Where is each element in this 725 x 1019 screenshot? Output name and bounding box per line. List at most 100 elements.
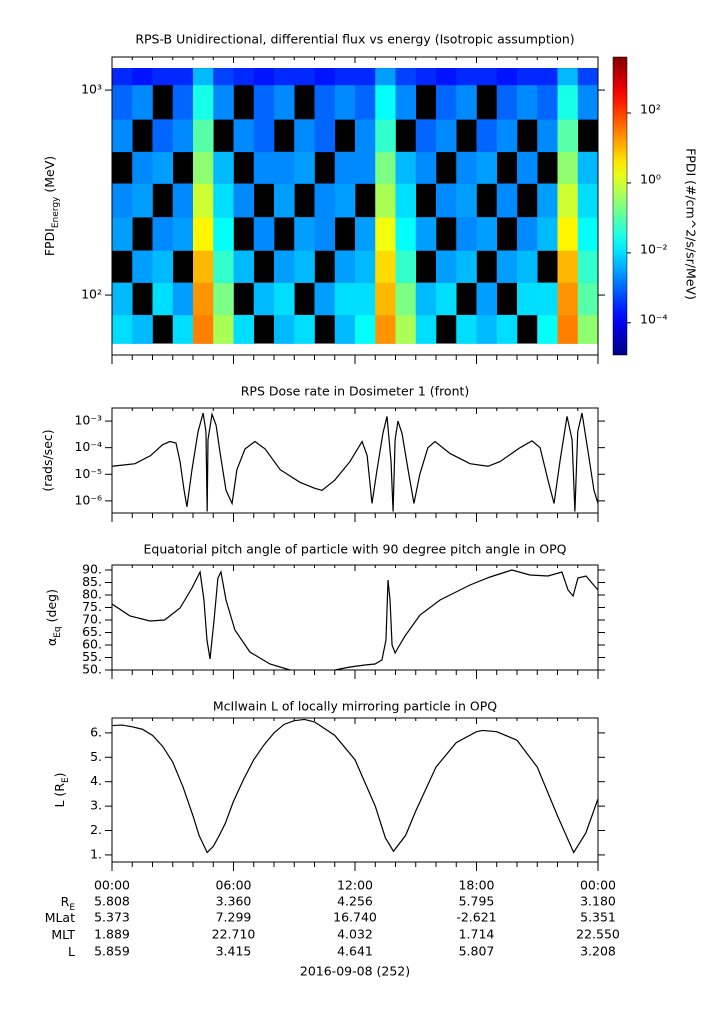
plot-area — [112, 411, 598, 512]
heatmap-cell — [355, 151, 376, 184]
heatmap-cell — [577, 250, 598, 283]
ephemeris-value: 5.351 — [580, 910, 616, 925]
y-axis-label: FPDIEnergy (MeV) — [42, 156, 61, 256]
heatmap-cell — [395, 84, 417, 120]
data-line — [112, 411, 598, 512]
heatmap-cell — [334, 282, 356, 316]
heatmap-cell — [517, 282, 538, 316]
heatmap-cell — [233, 250, 255, 283]
heatmap-cell — [517, 250, 538, 283]
heatmap-cell — [172, 183, 194, 218]
heatmap-cell — [112, 183, 133, 218]
heatmap-cell — [132, 84, 153, 120]
heatmap-cell — [334, 250, 356, 283]
colorbar — [612, 56, 628, 356]
ephemeris-value: 1.714 — [459, 927, 495, 942]
heatmap-cell — [476, 68, 498, 86]
heatmap-cell — [253, 119, 275, 153]
y-axis-label-sub: E — [61, 777, 71, 783]
heatmap-cell — [415, 151, 437, 184]
y-tick-label: 85. — [82, 574, 102, 589]
heatmap-cell — [314, 84, 336, 120]
heatmap-cell — [274, 314, 295, 344]
plot-area — [112, 718, 598, 854]
heatmap-cell — [152, 119, 174, 153]
heatmap-cell — [436, 282, 457, 316]
ephemeris-row-label-sub: E — [69, 903, 75, 913]
heatmap-cell — [496, 119, 518, 153]
heatmap-cell — [233, 68, 255, 86]
heatmap-cell — [132, 250, 153, 283]
heatmap-cell — [294, 68, 315, 86]
heatmap-cell — [456, 250, 477, 283]
heatmap-cell — [233, 314, 255, 344]
y-tick-label: 50. — [82, 662, 102, 677]
heatmap-cell — [193, 84, 214, 120]
heatmap-cell — [213, 217, 234, 251]
heatmap-cell — [537, 68, 558, 86]
heatmap-cell — [314, 217, 336, 251]
heatmap-cell — [415, 217, 437, 251]
ephemeris-value: 4.256 — [337, 894, 373, 909]
y-tick-label: 3. — [90, 798, 102, 813]
heatmap-cell — [253, 84, 275, 120]
heatmap-cell — [193, 68, 214, 86]
ephemeris-value: 5.859 — [94, 944, 130, 959]
y-tick-label: 5. — [90, 749, 102, 764]
heatmap-cell — [496, 84, 518, 120]
heatmap-cell — [557, 68, 579, 86]
colorbar-tick-label: 10⁻² — [640, 241, 668, 256]
heatmap-cell — [112, 119, 133, 153]
heatmap-cell — [274, 250, 295, 283]
ephemeris-value: 5.373 — [94, 910, 130, 925]
heatmap-cell — [334, 151, 356, 184]
ephemeris-value: 5.807 — [459, 944, 495, 959]
heatmap-cell — [537, 183, 558, 218]
panel-title: McIlwain L of locally mirroring particle… — [213, 699, 497, 714]
heatmap-cell — [375, 119, 396, 153]
y-tick-label: 90. — [82, 562, 102, 577]
heatmap-cell — [476, 119, 498, 153]
heatmap-cell — [577, 151, 598, 184]
heatmap-cell — [395, 217, 417, 251]
ephemeris-row-label: RE — [61, 894, 76, 913]
heatmap-cell — [577, 68, 598, 86]
heatmap-cell — [476, 217, 498, 251]
y-tick-label: 10⁻⁶ — [74, 492, 102, 507]
heatmap-cell — [375, 183, 396, 218]
heatmap-cell — [395, 250, 417, 283]
heatmap-cell — [112, 282, 133, 316]
heatmap-cell — [537, 84, 558, 120]
heatmap-cell — [496, 314, 518, 344]
heatmap-cell — [476, 314, 498, 344]
heatmap-cell — [213, 151, 234, 184]
y-axis-label-end: (MeV) — [42, 156, 57, 193]
heatmap-cell — [395, 282, 417, 316]
colorbar-tick-label: 10⁰ — [640, 171, 661, 186]
heatmap-cell — [496, 68, 518, 86]
ephemeris-value: 16.740 — [333, 910, 377, 925]
heatmap-cell — [517, 68, 538, 86]
ephemeris-row-label-main: MLat — [45, 910, 75, 925]
y-tick-label: 10³ — [81, 82, 102, 97]
heatmap-cell — [415, 119, 437, 153]
heatmap-cell — [436, 68, 457, 86]
heatmap-cell — [456, 183, 477, 218]
x-tick-label: 00:00 — [580, 878, 616, 893]
heatmap-cell — [415, 282, 437, 316]
y-tick-label: 55. — [82, 649, 102, 664]
y-tick-label: 60. — [82, 637, 102, 652]
heatmap-cell — [152, 68, 174, 86]
panel-title: Equatorial pitch angle of particle with … — [143, 542, 566, 557]
heatmap-cell — [193, 250, 214, 283]
heatmap-cell — [132, 183, 153, 218]
heatmap-cell — [375, 314, 396, 344]
heatmap-cell — [152, 217, 174, 251]
heatmap-cell — [253, 68, 275, 86]
y-tick-label: 4. — [90, 773, 102, 788]
heatmap-cell — [314, 183, 336, 218]
heatmap-cell — [557, 183, 579, 218]
heatmap-cell — [172, 282, 194, 316]
x-tick-label: 12:00 — [337, 878, 373, 893]
heatmap-cell — [476, 151, 498, 184]
